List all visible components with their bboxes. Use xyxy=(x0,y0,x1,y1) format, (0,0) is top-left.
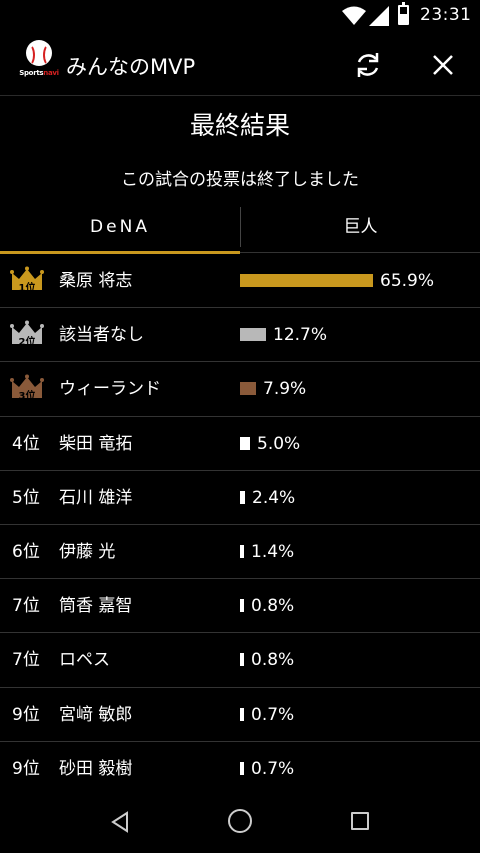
ranking-list: 1位 桑原 将志 65.9% 2位 該当者なし 12.7% 3位 ウィーランド 7.9% 4位 柴田… xyxy=(0,254,480,796)
ranking-row: 6位 伊藤 光 1.4% xyxy=(0,525,480,580)
vote-share-bar xyxy=(240,382,256,396)
vote-share-percent: 0.8% xyxy=(251,650,295,671)
ranking-row: 9位 砂田 毅樹 0.7% xyxy=(0,742,480,796)
player-name: 宮﨑 敏郎 xyxy=(59,704,133,725)
home-icon[interactable] xyxy=(228,809,252,833)
ranking-row: 7位 筒香 嘉智 0.8% xyxy=(0,579,480,634)
vote-share-bar xyxy=(240,328,266,342)
rank-label: 9位 xyxy=(12,758,40,779)
status-time: 23:31 xyxy=(420,5,472,25)
rank-label: 9位 xyxy=(12,704,40,725)
rank-label: 3位 xyxy=(18,391,36,403)
player-name: ロペス xyxy=(59,650,110,671)
brand-text: Sportsnavi xyxy=(19,69,59,77)
rank-label: 1位 xyxy=(18,283,36,294)
tab-giants[interactable]: 巨人 xyxy=(343,217,378,237)
ranking-row: 4位 柴田 竜拓 5.0% xyxy=(0,417,480,471)
vote-closed-message: この試合の投票は終了しました xyxy=(121,170,359,190)
player-name: ウィーランド xyxy=(59,379,161,400)
vote-share-bar xyxy=(240,653,244,667)
player-name: 砂田 毅樹 xyxy=(59,758,133,779)
tab-dena[interactable]: DeNA xyxy=(0,207,240,254)
baseball-icon xyxy=(26,40,52,66)
close-icon[interactable] xyxy=(428,50,458,80)
refresh-icon[interactable] xyxy=(353,50,383,80)
rank-label: 7位 xyxy=(12,596,40,617)
navigation-bar xyxy=(0,795,480,853)
vote-share-percent: 7.9% xyxy=(263,379,307,400)
ranking-row: 1位 桑原 将志 65.9% xyxy=(0,254,480,309)
bronze-crown-icon: 3位 xyxy=(10,374,44,402)
result-title: 最終結果 xyxy=(189,111,290,140)
vote-share-bar xyxy=(240,599,244,613)
ranking-row: 5位 石川 雄洋 2.4% xyxy=(0,471,480,525)
vote-share-percent: 0.7% xyxy=(251,704,295,725)
vote-share-percent: 2.4% xyxy=(252,487,296,508)
wifi-icon xyxy=(342,6,366,25)
rank-label: 4位 xyxy=(12,433,40,454)
vote-share-percent: 5.0% xyxy=(257,433,301,454)
player-name: 石川 雄洋 xyxy=(59,487,133,508)
vote-share-bar xyxy=(240,490,245,504)
app-title: みんなのMVP xyxy=(66,55,196,79)
player-name: 伊藤 光 xyxy=(59,541,116,562)
ranking-row: 3位 ウィーランド 7.9% xyxy=(0,362,480,417)
silver-crown-icon: 2位 xyxy=(10,320,44,348)
brand-text-accent: navi xyxy=(43,69,59,77)
ranking-row: 9位 宮﨑 敏郎 0.7% xyxy=(0,688,480,742)
tab-divider xyxy=(240,207,241,247)
app-bar: Sportsnavi みんなのMVP xyxy=(0,32,480,96)
ranking-row: 2位 該当者なし 12.7% xyxy=(0,308,480,363)
player-name: 該当者なし xyxy=(59,325,144,346)
battery-icon xyxy=(398,2,409,25)
rank-label: 6位 xyxy=(12,541,40,562)
signal-icon xyxy=(369,6,389,26)
vote-share-percent: 0.8% xyxy=(251,596,295,617)
vote-share-bar xyxy=(240,761,244,775)
status-bar: 23:31 xyxy=(0,0,480,32)
rank-label: 5位 xyxy=(12,487,40,508)
ranking-row: 7位 ロペス 0.8% xyxy=(0,633,480,688)
brand-text-main: Sports xyxy=(19,69,44,77)
vote-share-percent: 65.9% xyxy=(380,271,435,291)
vote-share-percent: 12.7% xyxy=(273,325,328,346)
gold-crown-icon: 1位 xyxy=(10,266,44,294)
player-name: 筒香 嘉智 xyxy=(59,596,133,617)
player-name: 桑原 将志 xyxy=(59,271,133,291)
player-name: 柴田 竜拓 xyxy=(59,433,133,454)
recent-apps-icon[interactable] xyxy=(351,812,369,830)
vote-share-bar xyxy=(240,544,244,558)
vote-share-bar xyxy=(240,436,250,450)
vote-share-bar xyxy=(240,707,244,721)
rank-label: 2位 xyxy=(18,337,36,349)
vote-share-percent: 1.4% xyxy=(251,541,295,562)
sportsnavi-logo: Sportsnavi xyxy=(19,40,59,84)
back-icon[interactable] xyxy=(109,811,131,833)
vote-share-percent: 0.7% xyxy=(251,758,295,779)
team-tabs: DeNA 巨人 xyxy=(0,207,480,254)
vote-share-bar xyxy=(240,274,373,287)
rank-label: 7位 xyxy=(12,650,40,671)
